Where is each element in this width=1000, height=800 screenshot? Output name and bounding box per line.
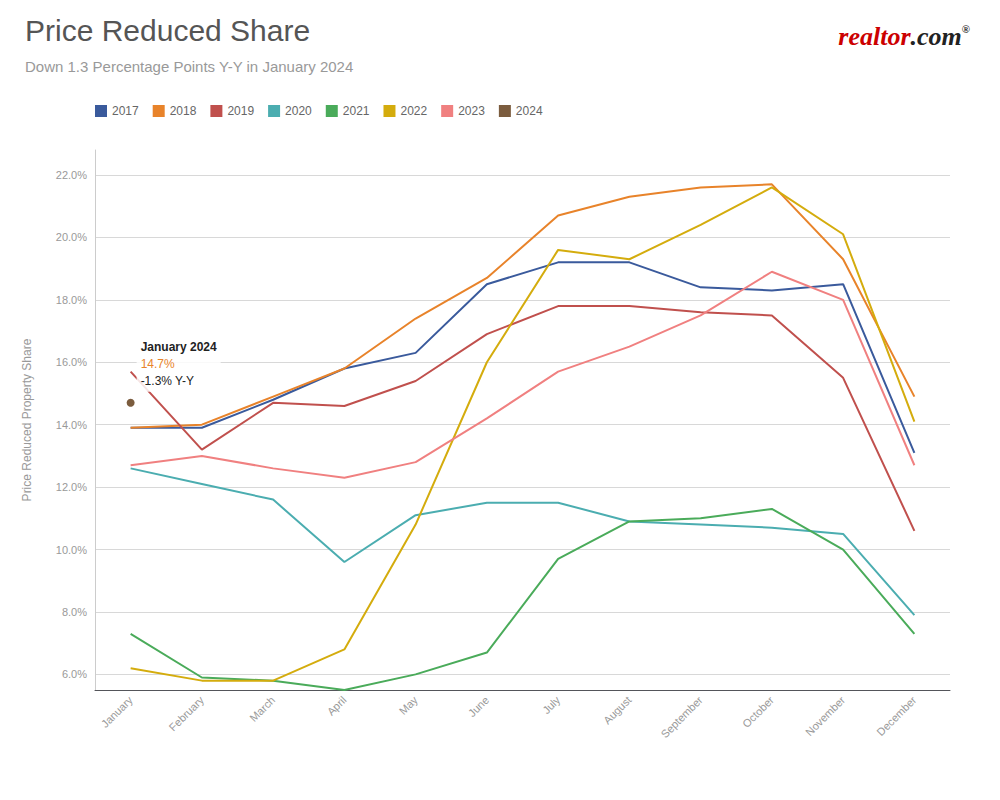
- svg-text:December: December: [874, 694, 919, 739]
- svg-text:May: May: [397, 693, 421, 717]
- svg-text:20.0%: 20.0%: [56, 231, 87, 243]
- svg-text:2022: 2022: [400, 104, 427, 118]
- svg-text:-1.3% Y-Y: -1.3% Y-Y: [141, 374, 194, 388]
- svg-text:2019: 2019: [227, 104, 254, 118]
- svg-text:April: April: [325, 694, 349, 718]
- svg-text:Price Reduced Property Share: Price Reduced Property Share: [20, 338, 34, 501]
- svg-text:8.0%: 8.0%: [62, 606, 87, 618]
- svg-text:2021: 2021: [343, 104, 370, 118]
- svg-text:2023: 2023: [458, 104, 485, 118]
- svg-text:January 2024: January 2024: [141, 340, 217, 354]
- svg-text:January: January: [99, 693, 135, 729]
- svg-text:March: March: [247, 694, 277, 724]
- svg-text:July: July: [540, 693, 563, 716]
- svg-text:6.0%: 6.0%: [62, 668, 87, 680]
- svg-text:Price Reduced Share: Price Reduced Share: [25, 14, 310, 47]
- svg-text:October: October: [740, 694, 776, 730]
- svg-text:22.0%: 22.0%: [56, 169, 87, 181]
- svg-text:16.0%: 16.0%: [56, 356, 87, 368]
- svg-text:10.0%: 10.0%: [56, 544, 87, 556]
- svg-text:Down 1.3 Percentage Points Y-Y: Down 1.3 Percentage Points Y-Y in Januar…: [25, 58, 353, 75]
- svg-text:18.0%: 18.0%: [56, 294, 87, 306]
- svg-text:12.0%: 12.0%: [56, 481, 87, 493]
- svg-text:realtor: realtor: [838, 22, 911, 51]
- svg-text:.com: .com: [911, 22, 962, 51]
- svg-text:14.0%: 14.0%: [56, 419, 87, 431]
- svg-text:®: ®: [962, 23, 970, 35]
- svg-text:September: September: [658, 694, 705, 741]
- svg-text:2024: 2024: [516, 104, 543, 118]
- svg-text:February: February: [167, 693, 207, 733]
- svg-text:2020: 2020: [285, 104, 312, 118]
- svg-text:June: June: [466, 694, 491, 719]
- svg-text:August: August: [601, 694, 634, 727]
- svg-text:2017: 2017: [112, 104, 139, 118]
- svg-text:14.7%: 14.7%: [141, 357, 175, 371]
- svg-text:2018: 2018: [170, 104, 197, 118]
- svg-text:November: November: [803, 694, 848, 739]
